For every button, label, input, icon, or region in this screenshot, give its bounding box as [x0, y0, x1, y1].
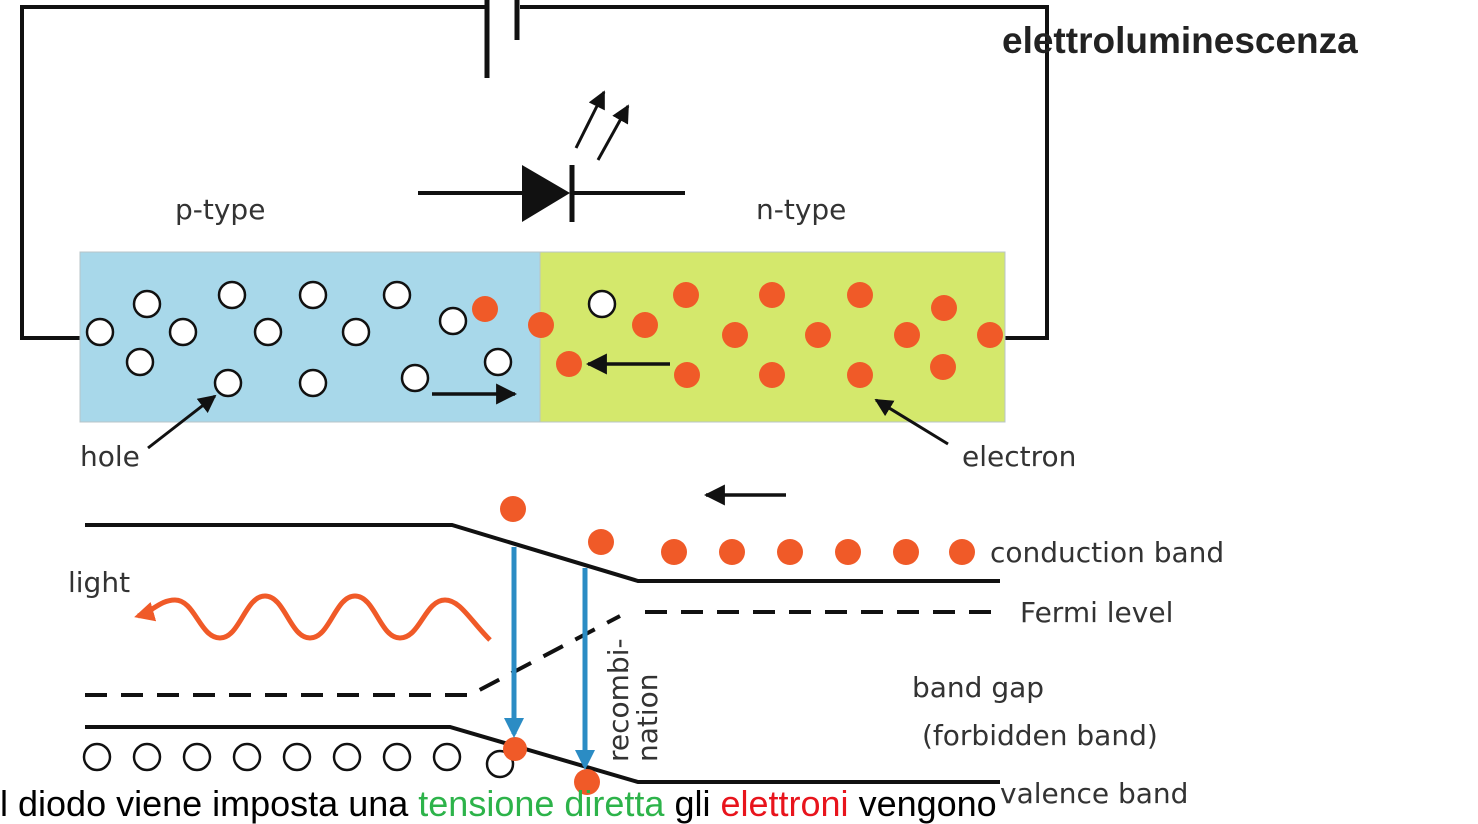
- electron-dot: [847, 362, 873, 388]
- electron-dot: [722, 322, 748, 348]
- valence-band-label: valence band: [1000, 777, 1188, 810]
- caption-part: l diodo viene imposta una: [0, 783, 419, 824]
- hole-dot: [82, 742, 112, 772]
- electron-dot: [472, 296, 498, 322]
- hole-dot: [298, 280, 328, 310]
- hole-dot: [341, 317, 371, 347]
- hole-pointer-arrow: [147, 394, 217, 450]
- electron-dot: [588, 529, 614, 555]
- electron-dot: [674, 362, 700, 388]
- recombined-electron: [574, 769, 600, 795]
- electron-dot: [673, 282, 699, 308]
- electron-label: electron: [962, 440, 1076, 473]
- hole-dot: [432, 742, 462, 772]
- hole-dot: [298, 368, 328, 398]
- electron-dot: [894, 322, 920, 348]
- hole-dot: [132, 289, 162, 319]
- caption-text: l diodo viene imposta una tensione diret…: [0, 786, 997, 822]
- electron-dot: [661, 539, 687, 565]
- electron-dot: [805, 322, 831, 348]
- n-type-region: [539, 251, 1006, 423]
- electron-dot: [556, 351, 582, 377]
- valence-band-line: [85, 725, 1000, 784]
- conduction-electrons: [500, 496, 975, 565]
- electron-dot: [930, 354, 956, 380]
- electron-dot: [528, 312, 554, 338]
- caption-highlight-green: tensione diretta: [418, 783, 665, 824]
- hole-dot: [483, 347, 513, 377]
- hole-dot: [168, 317, 198, 347]
- caption-part: gli: [664, 783, 721, 824]
- hole-dot: [232, 742, 262, 772]
- electrons-group: [472, 282, 1003, 388]
- conduction-band-line: [85, 523, 1000, 583]
- fermi-level-line-p: [85, 614, 621, 697]
- hole-dot: [253, 317, 283, 347]
- fermi-level-label: Fermi level: [1020, 596, 1173, 629]
- hole-dot: [125, 347, 155, 377]
- light-label: light: [68, 566, 130, 599]
- electron-dot: [759, 362, 785, 388]
- electron-dot: [835, 539, 861, 565]
- n-type-label: n-type: [756, 193, 846, 226]
- hole-dot: [213, 368, 243, 398]
- hole-dot: [217, 280, 247, 310]
- conduction-band-label: conduction band: [990, 536, 1224, 569]
- electron-pointer-arrow: [874, 398, 949, 446]
- band-gap-label: band gap: [912, 671, 1044, 704]
- electron-dot: [847, 282, 873, 308]
- circuit-wire: [20, 5, 1049, 340]
- hole-dot: [400, 363, 430, 393]
- hole-dot: [282, 742, 312, 772]
- electron-dot: [977, 322, 1003, 348]
- page-title: elettroluminescenza: [1002, 20, 1358, 61]
- electron-dot: [893, 539, 919, 565]
- caption-part: vengono: [848, 783, 997, 824]
- electron-dot: [500, 496, 526, 522]
- hole-dot: [382, 742, 412, 772]
- electron-dot: [632, 312, 658, 338]
- diode-symbol-icon: [418, 165, 685, 222]
- electron-dot: [949, 539, 975, 565]
- electron-dot: [931, 295, 957, 321]
- hole-dot: [332, 742, 362, 772]
- recombined-electron: [503, 737, 527, 761]
- electron-dot: [777, 539, 803, 565]
- hole-label: hole: [80, 440, 140, 473]
- hole-dot: [182, 742, 212, 772]
- hole-dot: [438, 306, 468, 336]
- light-wave-icon: [134, 593, 492, 642]
- recombination-label-line1: recombi-: [602, 638, 635, 762]
- caption-highlight-red: elettroni: [720, 783, 849, 824]
- light-emission-arrows-icon: [574, 90, 630, 161]
- hole-dot: [85, 317, 115, 347]
- hole-dot: [132, 742, 162, 772]
- hole-dot: [587, 289, 617, 319]
- hole-dot: [382, 280, 412, 310]
- holes-group: [85, 280, 617, 398]
- electron-dot: [719, 539, 745, 565]
- valence-holes: [82, 742, 515, 779]
- p-type-label: p-type: [175, 193, 265, 226]
- recombination-label: recombi- nation: [602, 638, 664, 762]
- hole-dot: [485, 749, 515, 779]
- electron-dot: [759, 282, 785, 308]
- battery-gap-icon: [484, 0, 520, 78]
- band-gap-sublabel: (forbidden band): [922, 719, 1158, 752]
- recombination-label-line2: nation: [631, 673, 664, 762]
